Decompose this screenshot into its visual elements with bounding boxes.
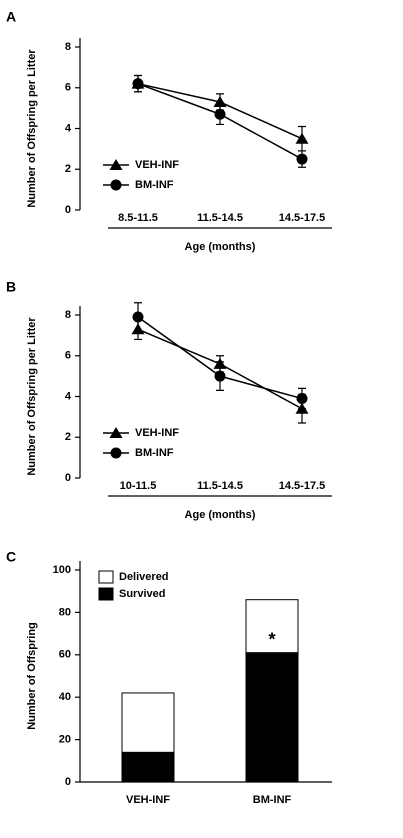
y-tick-label: 80: [59, 606, 71, 618]
legend-marker: [110, 179, 122, 191]
panel-label: B: [6, 279, 16, 295]
legend-label: VEH-INF: [135, 427, 179, 439]
data-point: [214, 108, 226, 120]
x-tick-label: 8.5-11.5: [118, 212, 158, 224]
x-tick-label: 14.5-17.5: [279, 480, 325, 492]
y-tick-label: 60: [59, 649, 71, 661]
y-tick-label: 0: [65, 204, 71, 216]
y-tick-label: 40: [59, 691, 71, 703]
y-tick-label: 2: [65, 163, 71, 175]
legend-label: BM-INF: [135, 447, 174, 459]
y-tick-label: 8: [65, 309, 71, 321]
data-point: [296, 393, 308, 405]
x-axis-label: Age (months): [185, 509, 256, 521]
legend-swatch: [98, 587, 114, 601]
x-axis-label: Age (months): [185, 241, 256, 253]
data-point: [132, 78, 144, 90]
data-point: [296, 153, 308, 165]
x-tick-label: VEH-INF: [126, 794, 170, 806]
legend-swatch: [98, 570, 114, 584]
y-tick-label: 8: [65, 41, 71, 53]
panel-label: A: [6, 9, 16, 25]
y-axis-label: Number of Offspring per Litter: [26, 49, 38, 208]
legend-label: BM-INF: [135, 179, 174, 191]
y-tick-label: 4: [65, 122, 72, 134]
x-tick-label: BM-INF: [253, 794, 292, 806]
x-tick-label: 11.5-14.5: [197, 212, 243, 224]
y-tick-label: 20: [59, 734, 71, 746]
y-axis-label: Number of Offspring per Litter: [26, 317, 38, 476]
legend-marker: [109, 159, 123, 170]
panel-label: C: [6, 549, 16, 565]
y-tick-label: 6: [65, 350, 71, 362]
bar: [245, 652, 299, 783]
data-point: [132, 311, 144, 323]
x-tick-label: 11.5-14.5: [197, 480, 243, 492]
y-tick-label: 4: [65, 390, 72, 402]
y-axis-label: Number of Offspring: [26, 622, 38, 730]
y-tick-label: 6: [65, 82, 71, 94]
y-tick-label: 2: [65, 431, 71, 443]
data-point: [295, 132, 309, 144]
y-tick-label: 0: [65, 472, 71, 484]
legend-marker: [110, 447, 122, 459]
legend-label: Delivered: [119, 571, 169, 583]
legend-marker: [109, 427, 123, 438]
data-point: [214, 370, 226, 382]
y-tick-label: 100: [53, 564, 71, 576]
bar: [121, 751, 175, 783]
x-tick-label: 14.5-17.5: [279, 212, 325, 224]
y-tick-label: 0: [65, 776, 71, 788]
x-tick-label: 10-11.5: [120, 480, 157, 492]
legend-label: VEH-INF: [135, 159, 179, 171]
annotation: *: [268, 629, 275, 649]
legend-label: Survived: [119, 588, 165, 600]
